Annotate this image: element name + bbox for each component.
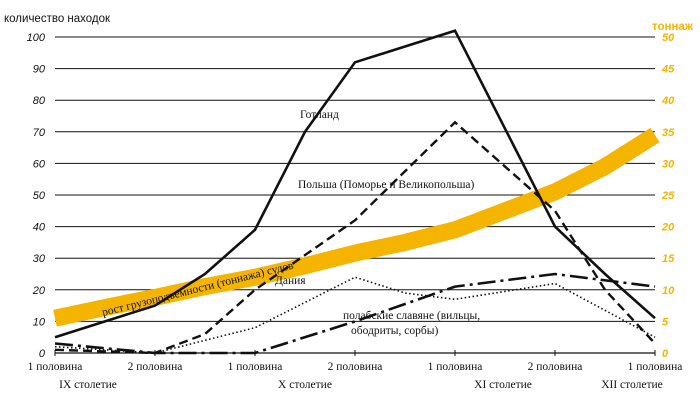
series-line-dashed <box>54 120 656 355</box>
y2-tick-label: 45 <box>661 64 675 76</box>
y-tick-label: 80 <box>33 95 46 107</box>
series-label-tonnage: рост грузоподъемности (тоннажа) судов <box>101 260 295 319</box>
x-tick-label: 1 половина <box>428 361 483 373</box>
x-tick-label: 2 половина <box>528 361 583 373</box>
y-tick-label: 90 <box>33 64 46 76</box>
y2-axis-title: тоннаж <box>652 21 694 33</box>
y2-tick-label: 10 <box>662 285 675 297</box>
y-tick-label: 60 <box>33 158 46 170</box>
century-label: XII столетие <box>601 379 663 391</box>
century-label: XI столетие <box>474 379 532 391</box>
series-label-polabian: полабские славяне (вильцы, ободриты, сор… <box>343 310 483 337</box>
y2-tick-label: 40 <box>661 95 675 107</box>
y-axis-title: количество находок <box>4 13 111 25</box>
century-label: X столетие <box>278 379 332 391</box>
x-tick-label: 2 половина <box>128 361 183 373</box>
x-tick-label: 1 половина <box>228 361 283 373</box>
series-label-polabian-line1: полабские славяне (вильцы, <box>343 310 480 322</box>
y-tick-label: 30 <box>33 253 46 265</box>
x-tick-label: 2 половина <box>328 361 383 373</box>
series-line-dotted <box>54 276 656 354</box>
series-label-denmark: Дания <box>275 275 306 287</box>
y-tick-label: 50 <box>33 190 46 202</box>
series-label-poland: Польша (Поморье и Великопольша) <box>298 179 475 191</box>
series-label-gotland: Готланд <box>300 109 339 121</box>
y2-tick-label: 20 <box>661 222 675 234</box>
x-tick-label: 1 половина <box>28 361 83 373</box>
y-tick-label: 70 <box>33 127 46 139</box>
y2-tick-label: 50 <box>662 32 675 44</box>
tonnage-band-line <box>53 127 660 327</box>
y-tick-label: 20 <box>32 285 46 297</box>
y-tick-label: 100 <box>27 32 46 44</box>
series-label-polabian-line2: ободриты, сорбы) <box>351 325 438 337</box>
y2-tick-label: 15 <box>662 253 675 265</box>
y2-tick-label: 0 <box>662 348 669 360</box>
tonnage-band <box>53 127 660 327</box>
y2-tick-label: 5 <box>662 316 669 328</box>
y-tick-label: 40 <box>33 222 46 234</box>
y-tick-label: 10 <box>33 316 46 328</box>
y2-tick-label: 30 <box>662 158 675 170</box>
axes: 0 10 20 30 40 50 60 70 80 90 100 0 5 10 15 20 25 30 35 40 45… <box>27 32 683 391</box>
series-line-solid <box>54 29 656 339</box>
y2-tick-label: 25 <box>661 190 675 202</box>
y2-tick-label: 35 <box>662 127 675 139</box>
y-tick-label: 0 <box>39 348 46 360</box>
x-tick-label: 1 половина <box>628 361 683 373</box>
century-label: IX столетие <box>59 379 117 391</box>
